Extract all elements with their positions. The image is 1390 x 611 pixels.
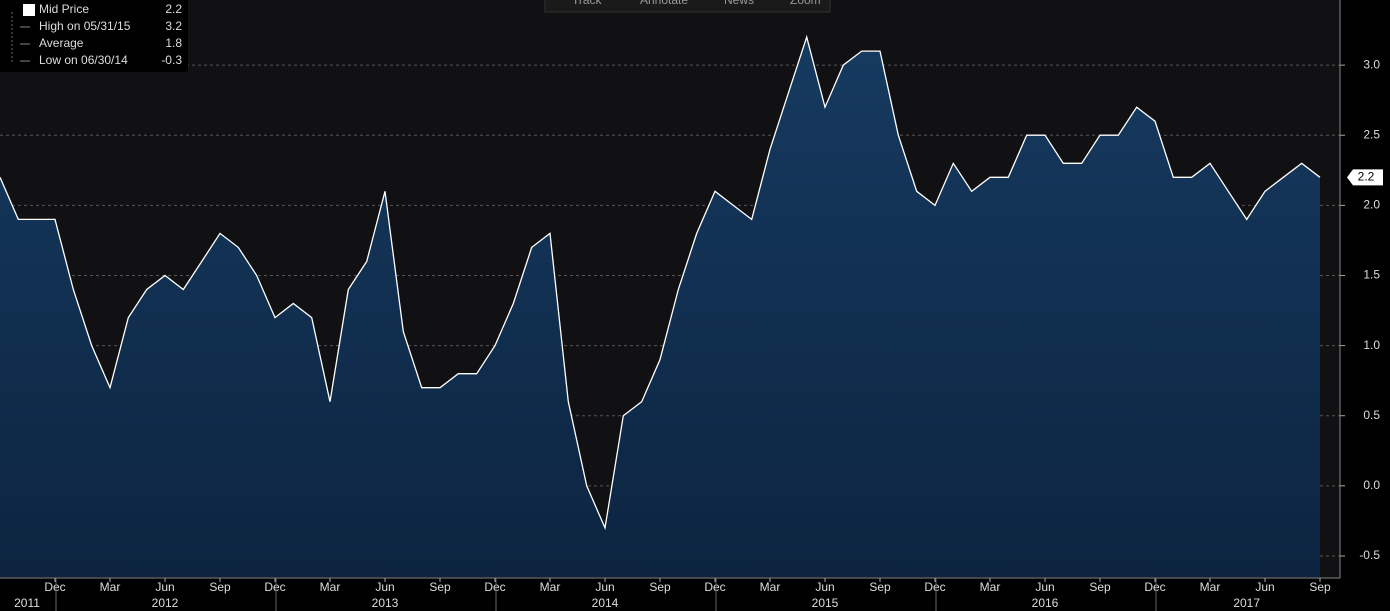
y-tick-label: 0.5 [1363,408,1380,422]
x-tick-label: Sep [1309,580,1331,594]
x-tick-label: Mar [540,580,561,594]
x-tick-label: Mar [980,580,1001,594]
x-tick-label: Sep [429,580,451,594]
legend-label: High on 05/31/15 [39,19,131,33]
last-value-tag [1347,169,1383,186]
year-label: 2013 [372,596,399,610]
x-tick-label: Jun [1035,580,1054,594]
x-tick-label: Dec [924,580,945,594]
legend: Mid Price 2.2 High on 05/31/15 3.2 Average 1.… [0,0,188,72]
x-tick-label: Dec [704,580,725,594]
toolbar-button[interactable]: News [724,0,754,7]
x-tick-label: Jun [375,580,394,594]
x-tick-label: Mar [100,580,121,594]
x-tick-label: Sep [869,580,891,594]
x-tick-label: Sep [1089,580,1111,594]
y-tick-label: 3.5 [1363,0,1380,1]
year-label: 2014 [592,596,619,610]
y-tick-label: 1.5 [1363,268,1380,282]
x-tick-label: Jun [1255,580,1274,594]
x-tick-label: Dec [1144,580,1165,594]
year-label: 2016 [1032,596,1059,610]
y-tick-label: 3.0 [1363,57,1380,71]
legend-value: -0.3 [161,53,182,67]
x-tick-label: Dec [484,580,505,594]
toolbar-bg [544,0,831,13]
y-tick-label: 2.0 [1363,198,1380,212]
legend-value: 1.8 [165,36,182,50]
y-tick-label: -0.5 [1359,548,1380,562]
toolbar-button[interactable]: Annotate [640,0,688,7]
x-tick-label: Jun [155,580,174,594]
x-tick-label: Dec [264,580,285,594]
toolbar: Track Annotate News Zoom [544,0,831,13]
x-tick-label: Jun [595,580,614,594]
y-tick-label: 1.0 [1363,338,1380,352]
x-tick-label: Jun [815,580,834,594]
y-tick-label: 0.0 [1363,478,1380,492]
legend-swatch [23,4,35,16]
last-value-label: 2.2 [1358,169,1375,183]
year-label: 2011 [14,596,40,610]
x-tick-label: Mar [760,580,781,594]
x-tick-label: Sep [649,580,671,594]
plot [0,34,1321,578]
x-tick-label: Mar [320,580,341,594]
area [0,37,1320,578]
year-label: 2017 [1233,596,1260,610]
line [0,34,1321,531]
x-tick-label: Dec [44,580,65,594]
legend-label: Average [39,36,84,50]
x-tick-label: Mar [1200,580,1221,594]
legend-value: 3.2 [165,19,182,33]
legend-value: 2.2 [165,2,182,16]
toolbar-button[interactable]: Zoom [790,0,821,7]
y-tick-label: 2.5 [1363,127,1380,141]
year-label: 2012 [152,596,179,610]
toolbar-button[interactable]: Track [572,0,603,7]
x-tick-label: Sep [209,580,231,594]
year-label: 2015 [812,596,839,610]
legend-label: Mid Price [39,2,89,16]
legend-label: Low on 06/30/14 [39,53,128,67]
